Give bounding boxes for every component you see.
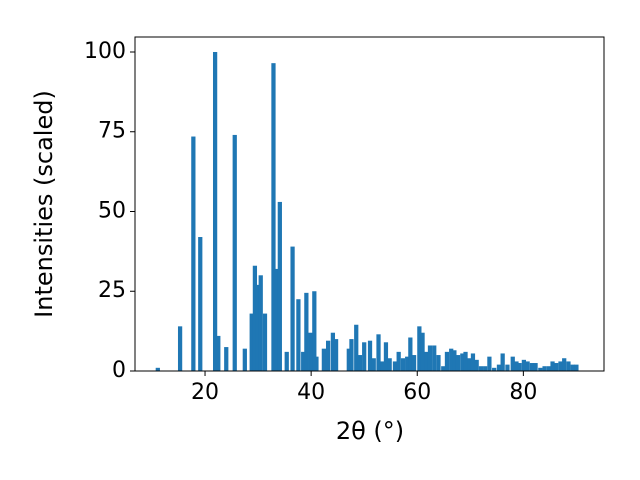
bar: [400, 358, 406, 371]
bar: [510, 356, 515, 371]
y-tick-label: 25: [98, 278, 126, 303]
bar: [554, 363, 559, 371]
bar: [574, 364, 579, 371]
bar: [155, 367, 160, 371]
bar: [312, 291, 317, 371]
bar: [411, 355, 417, 371]
bar: [216, 335, 221, 371]
bar: [408, 337, 413, 371]
bar: [177, 326, 183, 371]
bar: [420, 332, 425, 371]
bar: [362, 342, 367, 371]
bar: [371, 358, 376, 371]
bar: [449, 348, 454, 371]
bar: [550, 361, 555, 371]
bar: [496, 364, 502, 371]
bar: [478, 366, 484, 371]
bar: [417, 326, 422, 371]
bar: [514, 361, 519, 371]
y-tick-label: 100: [84, 39, 126, 64]
bar: [383, 342, 389, 371]
bar: [463, 351, 468, 371]
bar: [262, 313, 268, 371]
bar: [308, 332, 313, 371]
bar: [290, 246, 295, 371]
bar: [387, 358, 392, 371]
bar: [242, 348, 247, 371]
bar: [474, 359, 479, 371]
bar: [436, 355, 441, 371]
bar: [570, 364, 575, 371]
bar: [296, 299, 301, 371]
y-tick-label: 0: [112, 358, 126, 383]
bar: [277, 201, 282, 371]
bar: [500, 353, 505, 371]
bar: [325, 340, 331, 371]
x-axis-label: 2θ (°): [336, 417, 404, 445]
bar: [521, 359, 527, 371]
bar: [546, 366, 551, 371]
bar: [455, 355, 461, 371]
y-axis-label: Intensities (scaled): [30, 90, 58, 318]
x-tick-label: 80: [509, 380, 537, 405]
bar: [483, 366, 488, 371]
bar: [566, 361, 571, 371]
bar: [284, 351, 289, 371]
bar: [232, 134, 237, 371]
x-tick-label: 40: [297, 380, 325, 405]
bar: [432, 345, 437, 371]
bar: [492, 367, 497, 371]
bar: [304, 292, 309, 371]
bar: [301, 351, 306, 371]
bar: [525, 361, 530, 371]
bar: [349, 339, 354, 371]
bar: [505, 364, 510, 371]
bar: [367, 340, 373, 371]
bar: [392, 361, 398, 371]
bar: [274, 268, 279, 371]
bar: [321, 348, 326, 371]
bar: [396, 351, 401, 371]
bar: [354, 324, 359, 371]
bar: [330, 332, 336, 371]
bar: [376, 334, 381, 371]
bar: [405, 356, 410, 371]
bar: [558, 361, 563, 371]
bar: [198, 237, 203, 371]
bar: [533, 363, 538, 371]
bar: [380, 361, 385, 371]
bar: [424, 351, 429, 371]
bar: [314, 356, 319, 371]
bar: [258, 275, 263, 371]
bar: [224, 347, 229, 371]
bar: [452, 350, 457, 371]
bar: [562, 358, 567, 371]
axes-frame: [134, 36, 605, 372]
bar: [346, 348, 351, 371]
bar: [427, 345, 433, 371]
bar: [212, 51, 218, 371]
bar: [271, 63, 276, 372]
bar: [252, 265, 258, 371]
bar: [517, 363, 522, 371]
bar: [460, 353, 465, 371]
bar: [487, 356, 492, 371]
y-tick-label: 50: [98, 198, 126, 223]
bar: [542, 366, 547, 371]
bar: [467, 358, 472, 371]
bar: [441, 366, 446, 371]
bar: [470, 353, 476, 371]
bar: [357, 355, 363, 371]
bar: [529, 363, 534, 371]
y-tick-label: 75: [98, 119, 126, 144]
bar: [255, 284, 261, 371]
x-tick-label: 20: [191, 380, 219, 405]
x-tick-label: 60: [403, 380, 431, 405]
bar: [191, 136, 196, 371]
bar: [538, 367, 543, 371]
bar: [333, 339, 339, 371]
bar: [249, 313, 254, 371]
bar: [444, 351, 450, 371]
